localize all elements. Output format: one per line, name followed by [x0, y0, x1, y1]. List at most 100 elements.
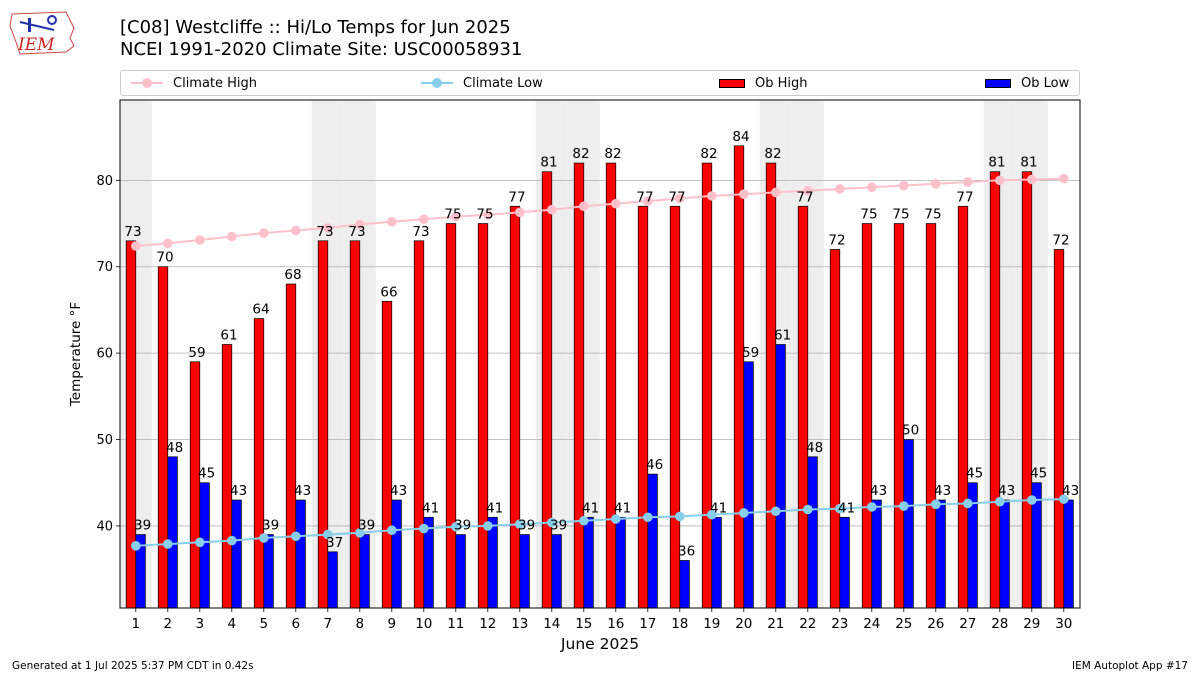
climate-low-point [419, 523, 429, 534]
x-tick-label: 10 [415, 616, 432, 632]
x-tick-label: 20 [735, 616, 752, 632]
ob-high-bar [573, 162, 585, 609]
ob-high-label: 75 [892, 207, 909, 223]
ob-high-label: 77 [508, 189, 525, 205]
ob-low-label: 43 [1062, 483, 1079, 499]
climate-low-line [135, 498, 1064, 547]
ob-low-label: 41 [710, 500, 727, 516]
ob-low-label: 59 [742, 345, 759, 361]
plot-frame [119, 99, 1081, 609]
x-tick-label: 7 [324, 616, 333, 632]
ob-high-label: 77 [636, 189, 653, 205]
legend-label-climate-high: Climate High [173, 75, 258, 91]
climate-high-point [323, 223, 333, 233]
ob-low-label: 45 [966, 466, 983, 482]
climate-high-swatch [131, 78, 163, 88]
climate-low-point [451, 521, 461, 532]
ob-low-bar [231, 499, 242, 609]
climate-high-point [931, 179, 941, 189]
x-tick-label: 11 [447, 616, 464, 632]
x-tick-label: 8 [356, 616, 365, 632]
climate-low-point [803, 504, 813, 515]
ob-low-label: 39 [262, 518, 279, 534]
climate-low-point [323, 529, 333, 540]
ob-low-label: 43 [230, 483, 247, 499]
y-tick-label: 80 [96, 174, 113, 189]
climate-high-point [643, 196, 653, 206]
climate-low-point [899, 501, 909, 511]
ob-high-bar [541, 171, 553, 609]
climate-high-point [451, 211, 461, 222]
x-tick-label: 25 [895, 616, 912, 632]
x-tick-label: 3 [196, 616, 205, 632]
x-tick-label: 12 [479, 616, 496, 632]
climate-low-point [963, 498, 973, 509]
climate-low-point [547, 517, 557, 528]
climate-high-point [579, 201, 589, 212]
chart-legend: Climate High Climate Low Ob High Ob Low [120, 70, 1080, 96]
ob-high-bar [509, 205, 521, 609]
climate-low-point [131, 540, 141, 551]
climate-high-point [803, 185, 813, 196]
ob-low-bar [327, 551, 338, 609]
ob-low-bar [679, 560, 690, 609]
ob-low-bar [359, 534, 370, 609]
climate-low-point [1059, 494, 1069, 504]
climate-high-point [483, 210, 493, 220]
ob-high-label: 73 [124, 224, 141, 240]
ob-low-bar [487, 516, 498, 609]
ob-high-label: 84 [732, 129, 749, 145]
climate-high-point [899, 180, 909, 191]
ob-low-bar [839, 516, 850, 609]
climate-low-point [387, 525, 397, 536]
ob-high-label: 75 [476, 207, 493, 223]
ob-high-bar [477, 223, 489, 609]
y-tick-label: 70 [96, 260, 113, 275]
ob-high-label: 61 [220, 327, 237, 343]
ob-high-label: 72 [828, 232, 845, 248]
x-tick-label: 16 [607, 616, 624, 632]
ob-low-bar [263, 534, 274, 609]
ob-high-label: 64 [252, 302, 269, 318]
ob-high-label: 82 [604, 146, 621, 162]
climate-low-swatch [421, 78, 453, 88]
ob-high-bar [253, 318, 265, 609]
ob-low-label: 41 [486, 500, 503, 516]
climate-high-point [675, 193, 685, 204]
x-tick-label: 22 [799, 616, 816, 632]
climate-low-point [675, 511, 685, 522]
ob-low-label: 46 [646, 457, 663, 473]
ob-low-bar [871, 499, 882, 609]
ob-high-label: 70 [156, 250, 173, 266]
climate-high-point [1059, 173, 1069, 184]
ob-high-label: 68 [284, 267, 301, 283]
ob-high-bar [125, 240, 137, 609]
ob-low-swatch [985, 78, 1011, 88]
x-tick-label: 17 [639, 616, 656, 632]
legend-label-climate-low: Climate Low [463, 75, 543, 91]
y-tick-label: 40 [96, 519, 113, 534]
ob-high-label: 81 [988, 155, 1005, 171]
ob-low-bar [775, 344, 786, 609]
ob-high-bar [189, 361, 201, 609]
ob-high-bar [957, 205, 969, 609]
ob-low-bar [903, 439, 914, 609]
ob-low-label: 43 [870, 483, 887, 499]
ob-low-bar [935, 499, 946, 609]
x-axis-label: June 2025 [560, 635, 639, 653]
climate-low-point [355, 528, 365, 538]
ob-low-label: 39 [518, 518, 535, 534]
ob-high-bar [1021, 171, 1033, 609]
ob-low-bar [167, 456, 178, 609]
ob-high-label: 73 [316, 224, 333, 240]
climate-low-point [771, 506, 781, 517]
ob-low-bar [807, 456, 818, 609]
ob-low-label: 61 [774, 327, 791, 343]
ob-low-bar [391, 499, 402, 609]
ob-high-label: 73 [348, 224, 365, 240]
ob-low-label: 45 [1030, 466, 1047, 482]
climate-high-point [419, 214, 429, 225]
legend-label-ob-low: Ob Low [1021, 75, 1070, 91]
ob-high-label: 77 [956, 189, 973, 205]
